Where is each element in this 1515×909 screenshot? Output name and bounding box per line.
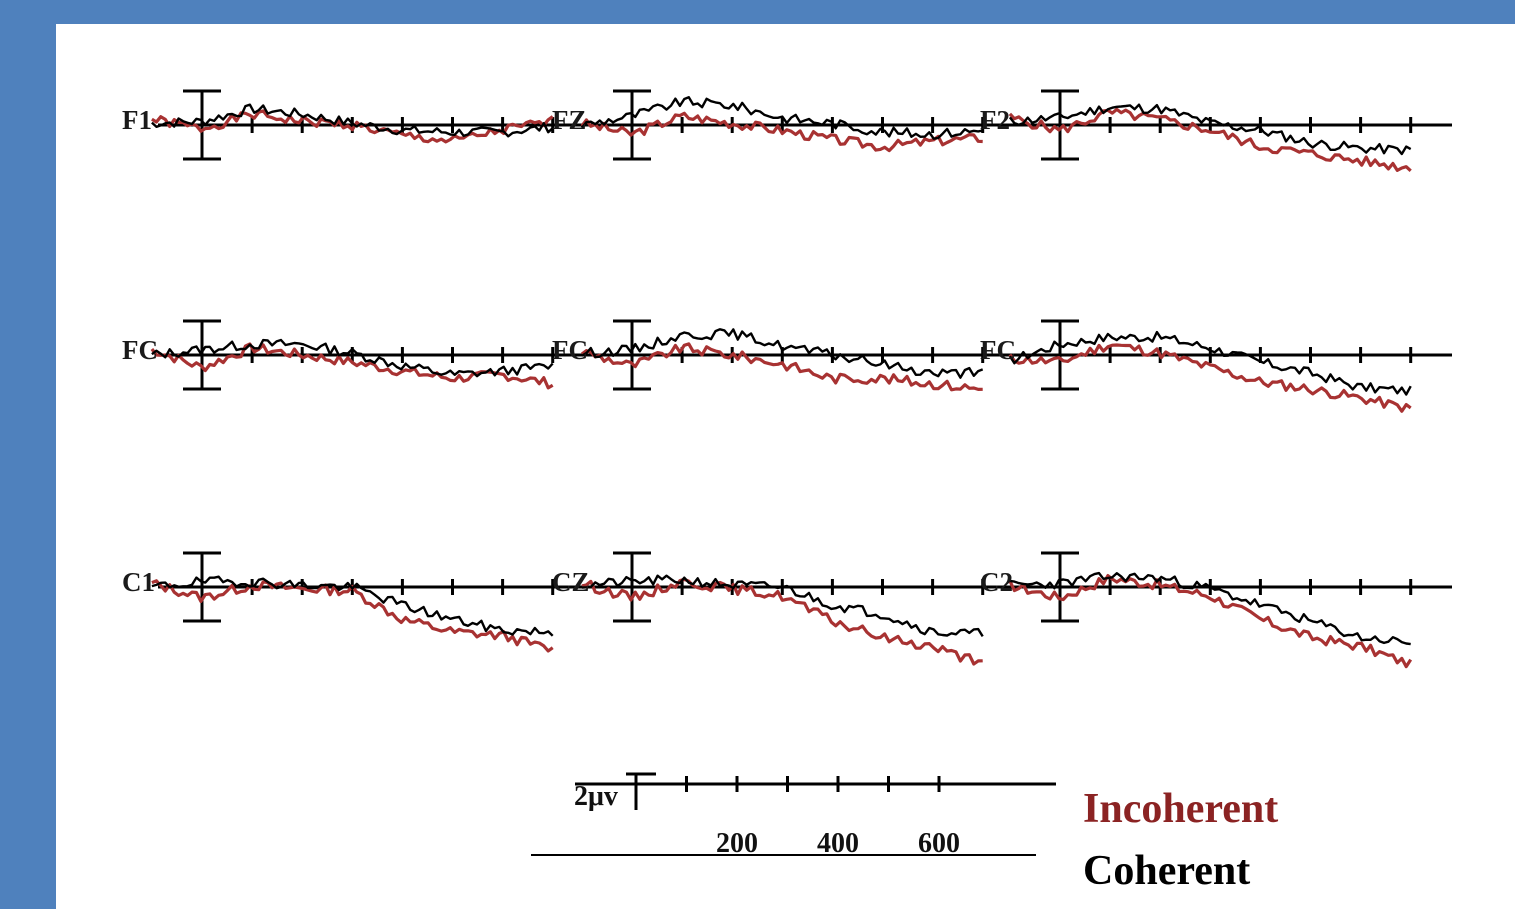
electrode-label: C2: [980, 567, 1013, 597]
electrode-label: F2: [980, 105, 1010, 135]
scale-ticks: 200 400 600: [685, 776, 960, 859]
electrode-panel-fc-4: FC: [552, 319, 1024, 392]
electrode-panel-c2-8: C2: [980, 551, 1452, 669]
coherent-trace: [1008, 103, 1412, 156]
electrode-label: F1: [122, 105, 152, 135]
electrode-panel-fz-1: FZ: [552, 89, 1024, 161]
coherent-trace: [581, 328, 984, 379]
incoherent-trace: [1008, 574, 1413, 669]
scale-tick-label: 400: [817, 828, 859, 859]
incoherent-trace: [580, 342, 983, 392]
electrode-panel-c1-6: C1: [122, 551, 594, 653]
electrode-label: C1: [122, 567, 155, 597]
waveform-grid: F1 FZ F2 FC FC FC C1 CZ C2: [122, 89, 1452, 669]
electrode-label: FC: [552, 335, 588, 365]
electrode-label: CZ: [552, 567, 590, 597]
incoherent-trace: [580, 111, 983, 153]
incoherent-trace: [1008, 107, 1412, 172]
coherent-trace: [151, 575, 554, 637]
electrode-panel-fc-5: FC: [980, 319, 1452, 413]
legend-incoherent: Incoherent: [1083, 786, 1278, 832]
incoherent-trace: [581, 577, 983, 666]
electrode-panel-cz-7: CZ: [552, 551, 1024, 666]
erp-chart: F1 FZ F2 FC FC FC C1 CZ C2 2μv 200 400 600 Incoher…: [122, 89, 1452, 894]
electrode-label: FC: [980, 335, 1016, 365]
electrode-label: FC: [122, 335, 158, 365]
scale-tick-label: 600: [918, 828, 960, 859]
incoherent-trace: [151, 579, 554, 653]
incoherent-trace: [151, 109, 554, 144]
electrode-panel-f1-0: F1: [122, 89, 594, 161]
electrode-panel-fc-3: FC: [122, 319, 594, 391]
scale-tick-label: 200: [716, 828, 758, 859]
legend: Incoherent Coherent: [1083, 786, 1278, 894]
coherent-trace: [151, 103, 554, 138]
coherent-trace: [1008, 330, 1412, 396]
coherent-trace: [151, 338, 554, 378]
figure-panel: F1 FZ F2 FC FC FC C1 CZ C2 2μv 200 400 600 Incoher…: [56, 24, 1515, 909]
scale-volt-label: 2μv: [574, 781, 618, 812]
coherent-trace: [580, 96, 983, 140]
electrode-label: FZ: [552, 105, 587, 135]
scale-bar: 2μv 200 400 600: [531, 772, 1056, 859]
legend-coherent: Coherent: [1083, 848, 1250, 894]
electrode-panel-f2-2: F2: [980, 89, 1452, 172]
incoherent-trace: [1008, 343, 1412, 413]
coherent-trace: [581, 574, 984, 638]
coherent-trace: [1009, 571, 1411, 646]
